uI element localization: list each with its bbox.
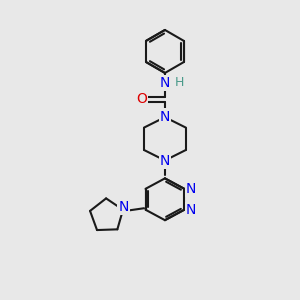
Text: N: N (160, 154, 170, 168)
Text: N: N (118, 200, 129, 214)
Text: N: N (160, 110, 170, 124)
Text: N: N (186, 203, 196, 217)
Text: O: O (136, 92, 147, 106)
Text: N: N (186, 182, 196, 196)
Text: H: H (175, 76, 184, 89)
Text: N: N (160, 76, 170, 90)
